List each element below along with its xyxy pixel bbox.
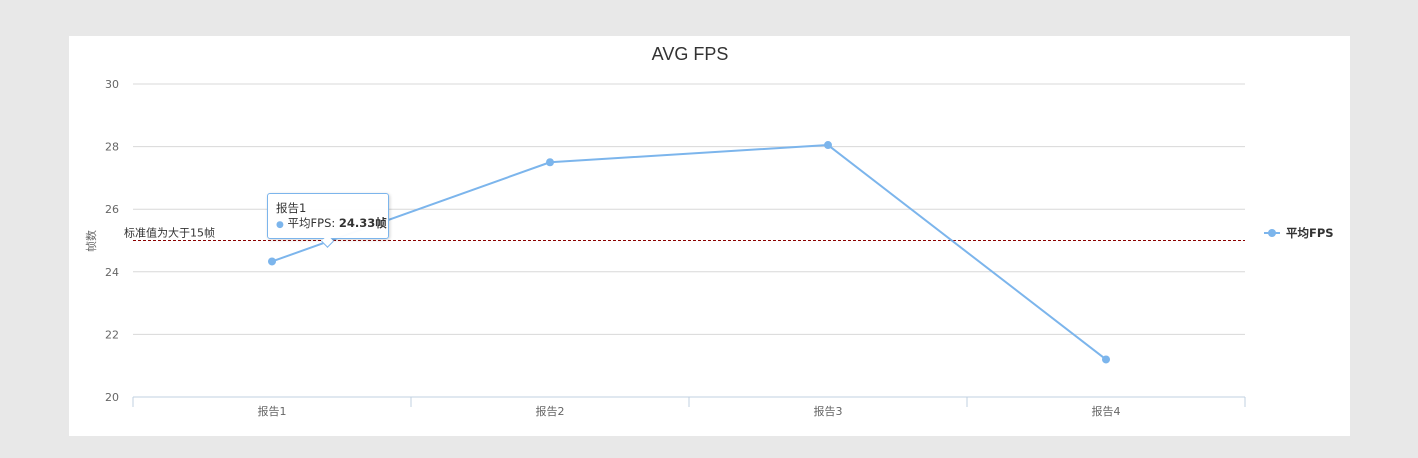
- y-tick-label-30: 30: [105, 78, 119, 91]
- plot-line-standard: 标准值为大于15帧: [124, 226, 1245, 241]
- y-axis-ticks: 20 22 24 26 28 30: [105, 78, 119, 404]
- y-tick-label-28: 28: [105, 141, 119, 154]
- x-tick-label-1: 报告1: [258, 404, 287, 418]
- legend-symbol-marker: [1268, 229, 1276, 237]
- series-line-0: [271, 144, 1107, 361]
- tooltip-row: ● 平均FPS: 24.33帧: [276, 216, 387, 233]
- legend[interactable]: 平均FPS: [1264, 226, 1334, 240]
- y-tick-label-26: 26: [105, 203, 119, 216]
- series-layer: [268, 141, 1110, 364]
- y-axis-label: 帧数: [84, 230, 98, 252]
- tooltip-series-label: 平均FPS:: [287, 216, 339, 230]
- plot-line-label: 标准值为大于15帧: [124, 226, 215, 240]
- data-point-2: [546, 158, 554, 167]
- y-tick-label-22: 22: [105, 328, 119, 341]
- x-tick-label-2: 报告2: [536, 404, 565, 418]
- x-tick-label-3: 报告3: [814, 404, 843, 418]
- data-point-1: [268, 257, 276, 266]
- x-tick-label-4: 报告4: [1092, 404, 1121, 418]
- tooltip-series-dot: ●: [276, 220, 284, 230]
- tooltip: 报告1 ● 平均FPS: 24.33帧: [267, 193, 389, 239]
- tooltip-title: 报告1: [276, 201, 307, 215]
- legend-item-label: 平均FPS: [1286, 226, 1334, 240]
- x-axis: 报告1 报告2 报告3 报告4: [132, 396, 1246, 418]
- data-point-3: [824, 141, 832, 150]
- data-point-4: [1102, 355, 1110, 364]
- y-tick-label-20: 20: [105, 391, 119, 404]
- y-tick-label-24: 24: [105, 266, 119, 279]
- chart-title: AVG FPS: [652, 44, 729, 64]
- tooltip-value: 24.33帧: [338, 216, 387, 230]
